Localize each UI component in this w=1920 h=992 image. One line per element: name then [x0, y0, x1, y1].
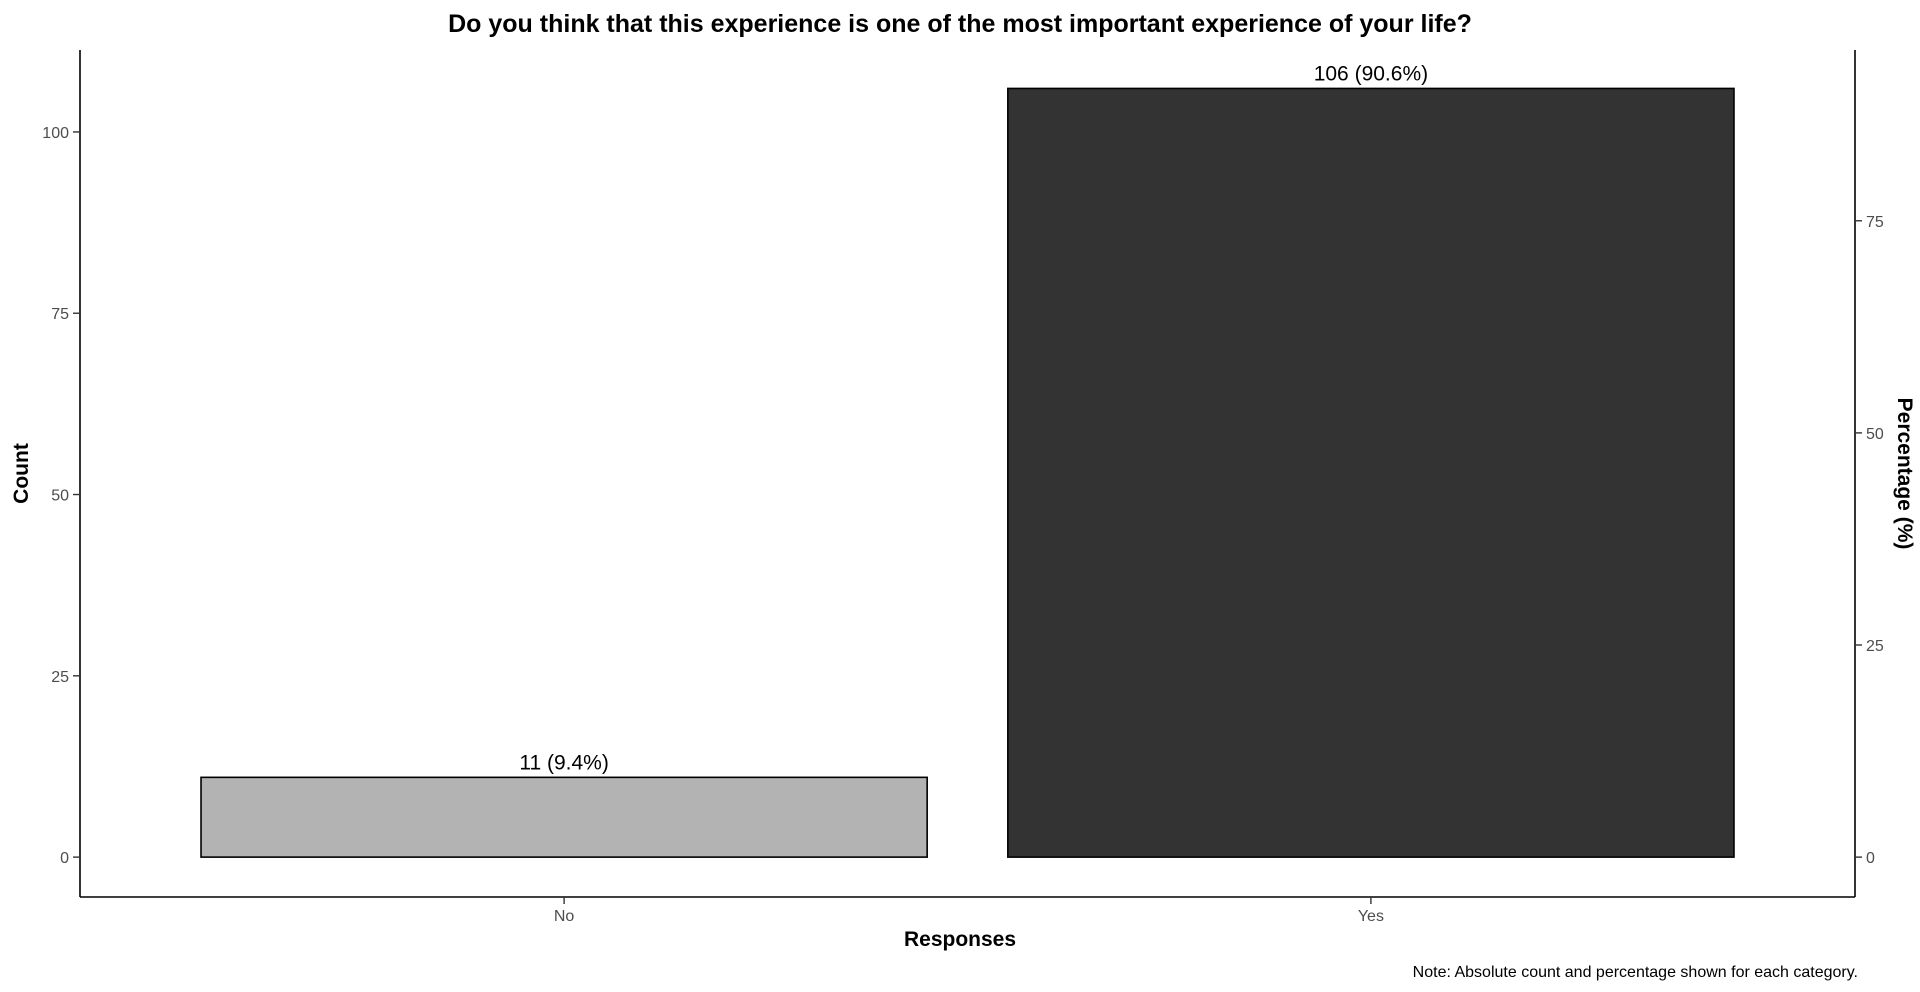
bar-no	[200, 776, 928, 858]
y2-tick-label: 25	[1866, 638, 1884, 655]
data-label: 11 (9.4%)	[519, 751, 609, 774]
y-tick-label: 25	[51, 669, 69, 686]
y-tick-label: 50	[51, 488, 69, 505]
y2-axis-label: Percentage (%)	[1893, 398, 1916, 550]
y-axis-label: Count	[10, 443, 33, 504]
y2-tick-label: 50	[1866, 426, 1884, 443]
chart-note: Note: Absolute count and percentage show…	[1412, 964, 1858, 981]
x-axis-label: Responses	[903, 928, 1017, 951]
y-tick-label: 100	[42, 125, 69, 142]
y2-tick-label: 0	[1866, 850, 1875, 867]
x-tick-label: Yes	[1358, 908, 1384, 925]
y2-tick-label: 75	[1866, 214, 1884, 231]
y-tick-label: 75	[51, 306, 69, 323]
x-tick-label: No	[554, 908, 575, 925]
bar-yes	[1007, 87, 1735, 858]
data-label: 106 (90.6%)	[1314, 62, 1428, 85]
chart-title: Do you think that this experience is one…	[448, 10, 1472, 38]
y-tick-label: 0	[60, 850, 69, 867]
